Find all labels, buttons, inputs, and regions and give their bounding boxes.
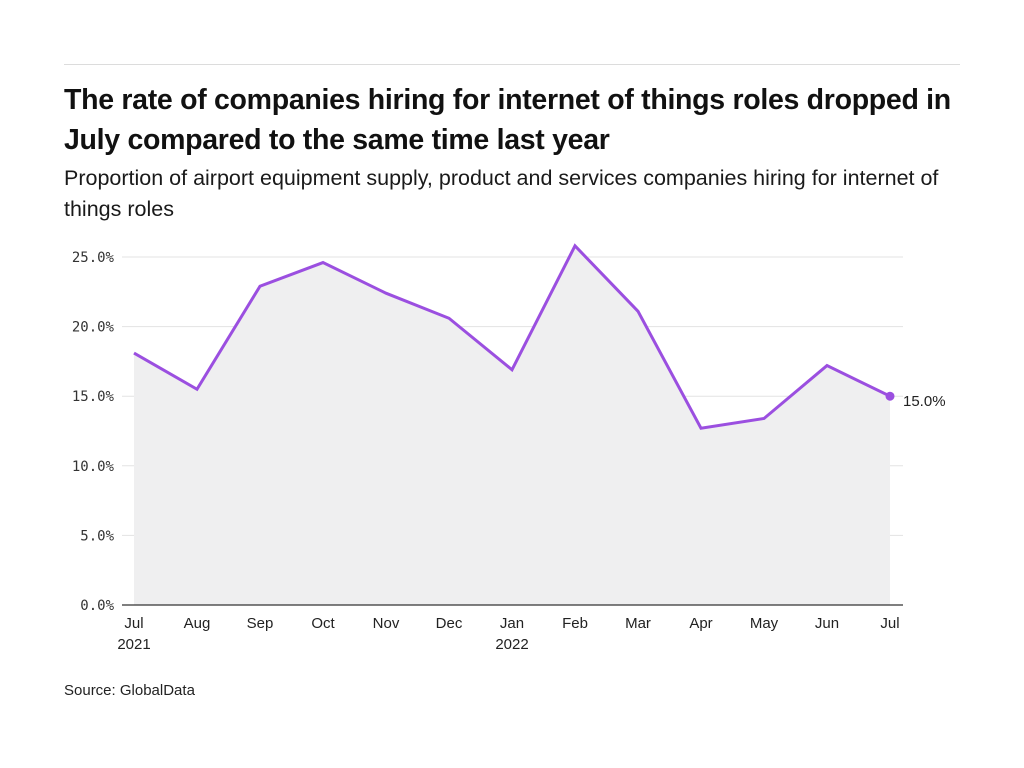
chart-title: The rate of companies hiring for interne… xyxy=(64,84,951,156)
x-tick-label: Mar xyxy=(625,615,651,632)
y-tick-label: 20.0% xyxy=(72,320,115,336)
x-tick-label: Aug xyxy=(184,615,211,632)
x-tick-label: Jun xyxy=(815,615,839,632)
x-tick-label: Nov xyxy=(373,615,400,632)
area-fill xyxy=(134,245,890,605)
x-tick-label: Dec xyxy=(436,615,463,632)
x-tick-label: Jul xyxy=(124,615,143,632)
x-tick-label: Feb xyxy=(562,615,588,632)
x-tick-label: Apr xyxy=(689,615,712,632)
x-tick-label: Jul xyxy=(880,615,899,632)
x-tick-label: Sep xyxy=(247,615,274,632)
x-tick-label: May xyxy=(750,615,779,632)
top-divider xyxy=(64,64,960,65)
x-tick-year-label: 2022 xyxy=(495,636,528,653)
y-tick-label: 0.0% xyxy=(80,598,114,614)
x-tick-label: Oct xyxy=(311,615,335,632)
series-line xyxy=(133,243,891,430)
end-value-label: 15.0% xyxy=(903,393,946,410)
source-note: Source: GlobalData xyxy=(64,682,195,699)
data-points xyxy=(885,391,895,401)
x-tick-label: Jan xyxy=(500,615,524,632)
chart-subtitle: Proportion of airport equipment supply, … xyxy=(64,166,939,221)
y-axis-ticks: 0.0% 5.0% 10.0% 15.0% 20.0% 25.0% xyxy=(72,250,115,614)
x-tick-year-label: 2021 xyxy=(117,636,150,653)
y-tick-label: 10.0% xyxy=(72,459,115,475)
y-tick-label: 5.0% xyxy=(80,528,114,544)
y-tick-label: 15.0% xyxy=(72,389,115,405)
x-axis-ticks: Jul 2021 Aug Sep Oct Nov Dec Jan 2022 Feb Mar Apr Ma… xyxy=(117,615,899,653)
y-tick-label: 25.0% xyxy=(72,250,115,266)
end-point-marker xyxy=(885,391,895,401)
